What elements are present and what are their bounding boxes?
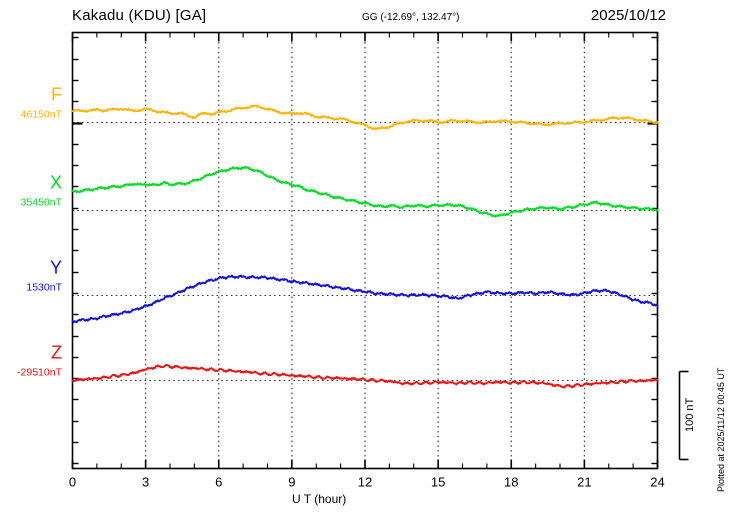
x-axis-title: U T (hour) (292, 492, 347, 506)
component-baseline-x: 35450nT (21, 197, 63, 209)
component-name-z: Z (51, 343, 62, 363)
trace-y (71, 274, 659, 324)
component-name-x: X (50, 173, 62, 193)
plotted-at-label: Plotted at 2025/11/12 00:45 UT (716, 367, 726, 492)
x-axis-tick-label: 0 (69, 475, 76, 490)
x-axis-tick-label: 3 (142, 475, 149, 490)
scale-bar-label: 100 nT (684, 397, 696, 432)
trace-f (71, 104, 659, 131)
page-title: Kakadu (KDU) [GA] (72, 7, 207, 24)
x-axis-tick-label: 9 (288, 475, 295, 490)
x-axis-tick-label: 18 (504, 475, 518, 490)
component-name-y: Y (50, 258, 62, 278)
trace-x (71, 165, 659, 218)
x-axis-tick-label: 6 (215, 475, 222, 490)
component-baseline-z: -29510nT (17, 367, 63, 379)
component-name-f: F (51, 85, 62, 105)
x-axis-tick-label: 12 (358, 475, 372, 490)
component-baseline-f: 46150nT (21, 109, 63, 121)
observation-date: 2025/10/12 (590, 7, 666, 24)
x-axis-tick-label: 24 (650, 475, 664, 490)
component-baseline-y: 1530nT (26, 282, 62, 294)
trace-z (71, 363, 659, 389)
geographic-coordinates: GG (-12.69°, 132.47°) (362, 12, 460, 23)
x-axis-tick-label: 21 (577, 475, 591, 490)
x-axis-tick-label: 15 (431, 475, 445, 490)
